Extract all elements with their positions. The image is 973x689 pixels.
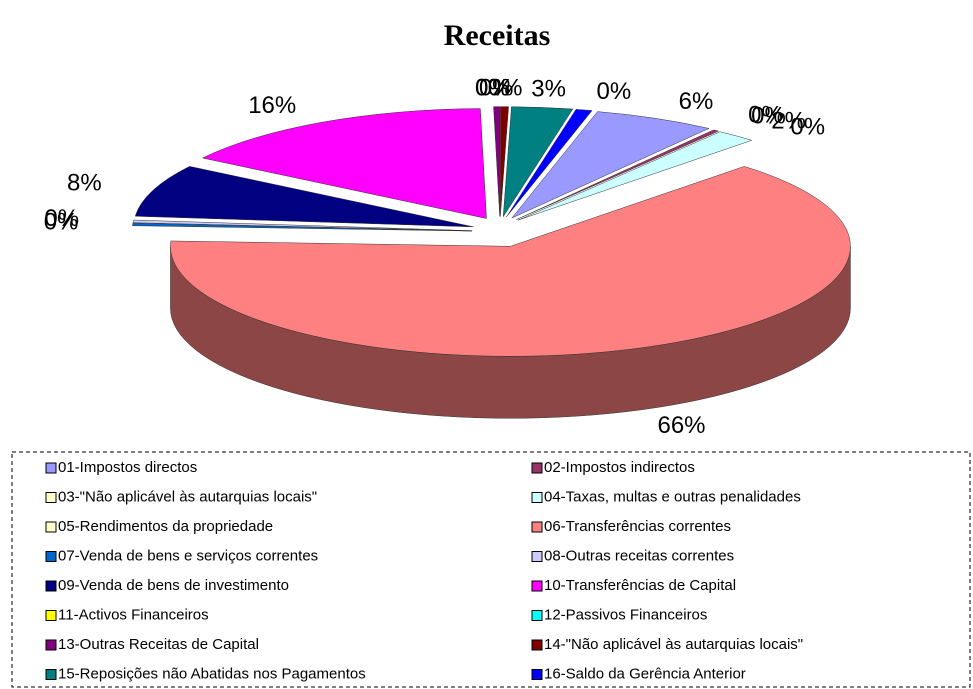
legend-label: 01-Impostos directos: [58, 459, 197, 476]
data-label: 16%: [248, 92, 296, 119]
slice: [170, 166, 851, 357]
data-label: 6%: [679, 88, 714, 115]
slice: [132, 219, 473, 231]
legend-label: 04-Taxas, multas e outras penalidades: [544, 488, 801, 505]
data-label: 0%: [475, 74, 510, 101]
legend-swatch: [45, 639, 57, 651]
legend-swatch: [45, 492, 57, 503]
legend-label: 15-Reposições não Abatidas nos Pagamento…: [58, 665, 366, 682]
data-label: 0%: [751, 102, 786, 129]
data-label: 0%: [488, 74, 523, 101]
legend-swatch: [531, 551, 543, 562]
data-label: 0%: [479, 74, 514, 101]
data-label: 66%: [657, 412, 705, 439]
legend-box: [11, 451, 971, 688]
legend-label: 08-Outras receitas correntes: [544, 547, 734, 564]
legend-swatch: [531, 669, 543, 680]
slice: [500, 106, 509, 217]
slice: [201, 108, 487, 219]
legend-swatch: [45, 551, 57, 562]
data-label: 0%: [44, 209, 79, 236]
legend-swatch: [531, 639, 543, 651]
data-label: 0%: [596, 78, 631, 105]
legend-label: 07-Venda de bens e serviços correntes: [58, 547, 318, 564]
legend-label: 05-Rendimentos da propriedade: [58, 518, 273, 535]
legend-swatch: [531, 521, 543, 533]
legend-label: 14-"Não aplicável às autarquias locais": [544, 636, 803, 653]
legend-label: 02-Impostos indirectos: [544, 459, 695, 476]
data-label: 0%: [748, 102, 783, 129]
legend-swatch: [531, 610, 543, 621]
legend-swatch: [45, 610, 57, 621]
legend-label: 09-Venda de bens de investimento: [58, 577, 289, 594]
data-label: 0%: [44, 205, 79, 232]
legend-label: 12-Passivos Financeiros: [544, 606, 707, 623]
legend-swatch: [45, 521, 57, 533]
legend-swatch: [45, 462, 57, 474]
slice: [134, 166, 474, 228]
data-label: 2%: [771, 108, 806, 135]
slice: [517, 131, 753, 221]
legend-swatch: [531, 580, 543, 592]
data-label: 0%: [475, 74, 510, 101]
data-label: 3%: [531, 75, 566, 102]
data-label: 8%: [67, 170, 102, 197]
slice: [132, 222, 473, 232]
legend-label: 03-"Não aplicável às autarquias locais": [58, 488, 317, 505]
legend-label: 13-Outras Receitas de Capital: [58, 636, 259, 653]
legend-label: 06-Transferências correntes: [544, 518, 731, 535]
legend-label: 10-Transferências de Capital: [544, 577, 736, 594]
legend-swatch: [45, 669, 57, 680]
slice: [502, 106, 574, 217]
slice: [506, 109, 593, 218]
legend-label: 11-Activos Financeiros: [58, 606, 209, 623]
chart-title: Receitas: [444, 19, 551, 52]
slice: [493, 106, 500, 217]
slice: [511, 111, 710, 219]
legend-label: 16-Saldo da Gerência Anterior: [544, 665, 746, 682]
data-label: 0%: [790, 114, 825, 141]
legend-swatch: [531, 462, 543, 474]
legend-swatch: [45, 580, 57, 592]
legend-swatch: [531, 492, 543, 503]
slice: [516, 129, 720, 220]
